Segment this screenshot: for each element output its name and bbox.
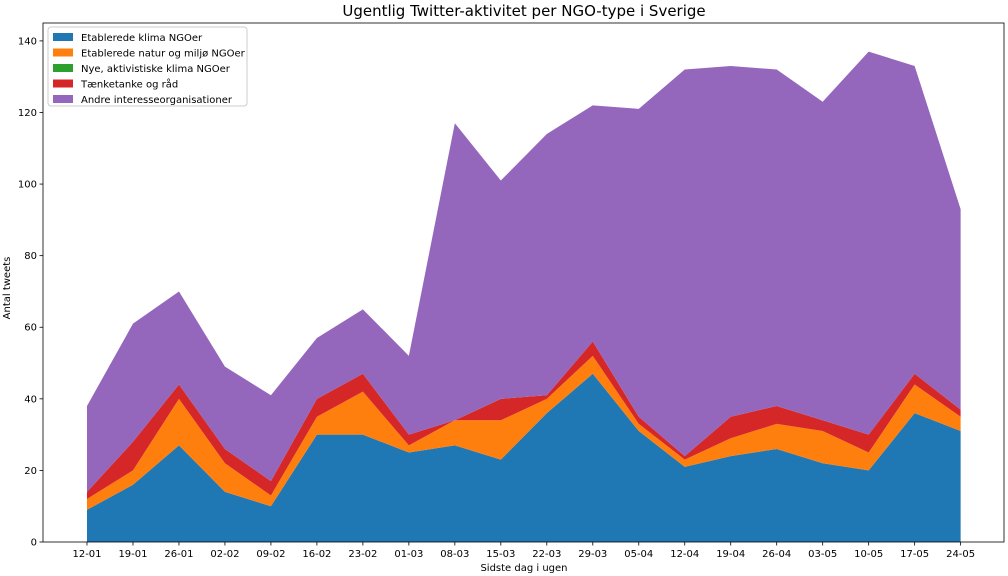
legend-swatch [53,95,73,103]
y-tick-label: 120 [18,108,37,119]
y-tick-label: 100 [18,180,37,191]
plot-frame [42,22,1005,543]
x-tick-label: 19-01 [118,549,147,560]
area-series-5 [87,51,961,492]
legend-box [47,26,248,107]
y-axis-label: Antal tweets [2,257,13,320]
x-tick-label: 16-02 [302,549,331,560]
y-tick-label: 20 [24,466,37,477]
x-tick-label: 17-05 [900,549,929,560]
x-tick-label: 01-03 [394,549,423,560]
x-tick-label: 03-05 [808,549,837,560]
plot-area [87,51,961,542]
x-tick-label: 08-03 [440,549,469,560]
legend-swatch [53,79,73,88]
legend-entry-label: Andre interesseorganisationer [81,95,233,106]
x-tick-label: 24-05 [946,549,975,560]
legend-entry-label: Tænketanke og råd [80,78,178,91]
legend-swatch [53,64,73,72]
x-tick-label: 15-03 [486,549,515,560]
y-tick-label: 0 [31,538,37,549]
x-axis-label: Sidste dag i ugen [480,563,567,574]
axes: 0 20 40 60 80 100 120 140 12-01 19-01 26-01 02-02 09… [18,22,1005,560]
area-series-4 [87,341,961,500]
y-tick-label: 140 [18,36,37,47]
y-tick-label: 60 [24,323,37,334]
x-tick-label: 22-03 [532,549,561,560]
x-tick-label: 12-01 [72,549,101,560]
x-tick-label: 09-02 [256,549,285,560]
legend-entry-label: Etablerede klima NGOer [81,33,203,44]
y-tick-label: 80 [24,251,37,262]
x-tick-label: 12-04 [670,549,699,560]
x-tick-label: 10-05 [854,549,883,560]
x-tick-label: 26-04 [762,549,791,560]
x-tick-label: 19-04 [716,549,745,560]
legend: Etablerede klima NGOer Etablerede natur o… [47,26,248,107]
y-tick-label: 40 [24,394,37,405]
chart-title: Ugentlig Twitter-aktivitet per NGO-type … [342,2,705,20]
x-tick-label: 29-03 [578,549,607,560]
x-tick-label: 05-04 [624,549,653,560]
legend-swatch [53,48,73,57]
legend-entry-label: Nye, aktivistiske klima NGOer [81,64,231,75]
x-tick-label: 23-02 [348,549,377,560]
x-tick-label: 02-02 [210,549,239,560]
area-series-1 [87,373,961,542]
x-tick-label: 26-01 [164,549,193,560]
legend-swatch [53,33,73,41]
area-series-2 [87,355,961,510]
legend-entry-label: Etablerede natur og miljø NGOer [81,49,246,60]
